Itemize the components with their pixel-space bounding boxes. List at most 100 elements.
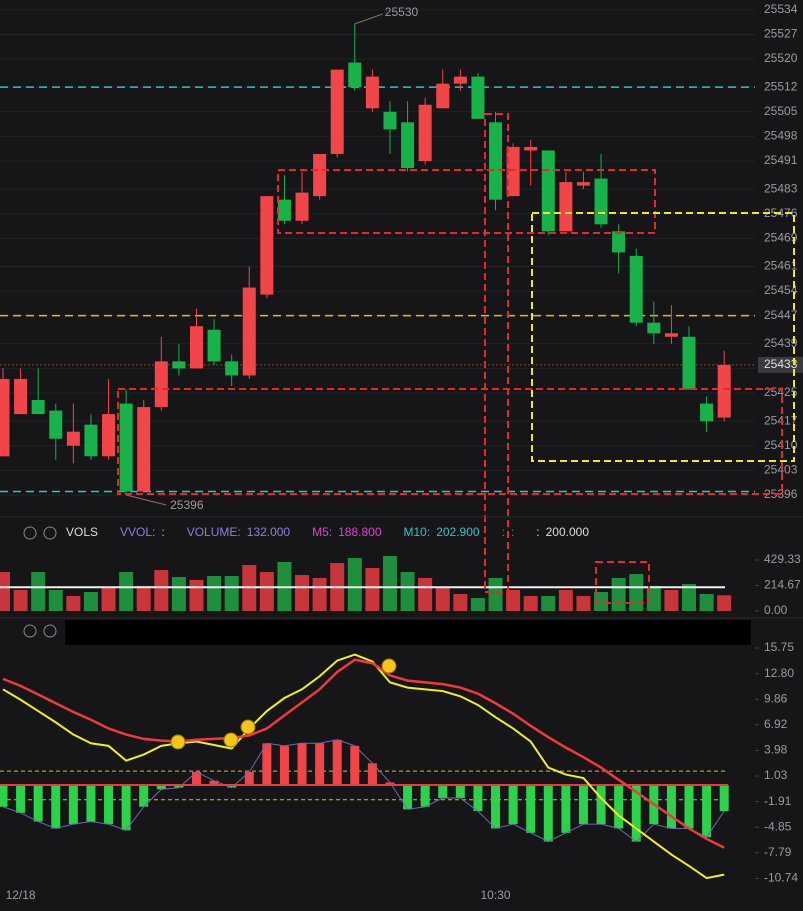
volume-bar bbox=[470, 598, 485, 611]
settings-icon[interactable] bbox=[23, 624, 37, 638]
y-tick-label: -1.91 bbox=[764, 794, 792, 808]
y-tick-label: -10.74 bbox=[764, 871, 798, 885]
volume-header-text: 202.900 bbox=[436, 525, 480, 539]
volume-bar bbox=[506, 589, 521, 611]
candle-body bbox=[84, 424, 98, 457]
volume-header-text: 188.800 bbox=[338, 525, 382, 539]
candle-body bbox=[277, 199, 291, 221]
y-tick-label: 25403 bbox=[764, 463, 798, 477]
macd-bar bbox=[702, 785, 712, 838]
candle-body bbox=[664, 333, 678, 337]
drawings bbox=[117, 113, 795, 604]
volume-bar bbox=[48, 589, 63, 611]
low-annotation: 25396 bbox=[170, 498, 204, 512]
y-tick-label: 25447 bbox=[764, 308, 798, 322]
volume-bar bbox=[207, 575, 222, 611]
macd-bar bbox=[227, 785, 237, 788]
drawn-box bbox=[595, 561, 650, 604]
y-tick-label: 9.86 bbox=[764, 691, 788, 705]
candle-body bbox=[137, 407, 151, 492]
volume-header-text: 200.000 bbox=[546, 525, 590, 539]
macd-bar bbox=[403, 785, 413, 810]
volume-bar bbox=[171, 577, 186, 611]
macd-bar bbox=[156, 785, 166, 790]
x-tick-label: 10:30 bbox=[481, 888, 511, 902]
macd-bar bbox=[16, 785, 26, 813]
last-price-label: 25433 bbox=[764, 357, 798, 371]
close-icon[interactable] bbox=[43, 526, 57, 540]
volume-bar bbox=[136, 585, 151, 611]
y-tick-label: 25461 bbox=[764, 259, 798, 273]
macd-bar bbox=[244, 771, 254, 786]
candle-body bbox=[154, 361, 168, 408]
volume-bar bbox=[83, 591, 98, 611]
candle-body bbox=[541, 150, 555, 232]
volume-bar bbox=[664, 589, 679, 611]
macd-bar bbox=[0, 785, 8, 807]
y-tick-label: 3.98 bbox=[764, 743, 788, 757]
volume-header-text: M10: bbox=[404, 525, 431, 539]
candle-body bbox=[207, 329, 221, 362]
macd-bar bbox=[684, 785, 694, 829]
volume-bar bbox=[365, 568, 380, 611]
candle-body bbox=[401, 122, 415, 169]
y-tick-label: 25483 bbox=[764, 181, 798, 195]
close-icon[interactable] bbox=[43, 624, 57, 638]
y-tick-label: -7.79 bbox=[764, 845, 792, 859]
volume-bar bbox=[576, 596, 591, 611]
macd-bar bbox=[297, 743, 307, 786]
volume-bar bbox=[119, 572, 134, 611]
candle-body bbox=[383, 111, 397, 130]
macd-bar bbox=[455, 785, 465, 799]
histogram-outline bbox=[2, 739, 725, 843]
candle-body bbox=[189, 326, 203, 369]
volume-bar bbox=[611, 577, 626, 611]
y-tick-label: 25498 bbox=[764, 129, 798, 143]
volume-bar bbox=[717, 595, 732, 611]
y-tick-label: 25505 bbox=[764, 104, 798, 118]
macd-line bbox=[2, 658, 725, 849]
volume-bar bbox=[13, 589, 28, 611]
emoji-icon bbox=[170, 734, 186, 750]
volume-title: VOLS bbox=[66, 525, 98, 539]
y-tick-label: 12.80 bbox=[764, 666, 794, 680]
volume-bar bbox=[347, 558, 362, 611]
volume-bar bbox=[682, 584, 697, 611]
volume-bar bbox=[382, 556, 397, 611]
candle-body bbox=[49, 410, 63, 439]
volume-header-text: : bbox=[161, 525, 164, 539]
volume-bar bbox=[259, 572, 274, 611]
macd-bar bbox=[315, 743, 325, 786]
y-tick-label: 0.00 bbox=[764, 603, 788, 617]
candle-body bbox=[594, 178, 608, 225]
y-tick-label: 25425 bbox=[764, 385, 798, 399]
y-tick-label: 25534 bbox=[764, 2, 798, 16]
candle-body bbox=[102, 414, 116, 457]
emoji-icon bbox=[240, 719, 256, 735]
volume-bar bbox=[453, 594, 468, 611]
volume-bar bbox=[189, 580, 204, 611]
macd-bar bbox=[385, 782, 395, 786]
candle-body bbox=[489, 122, 503, 200]
macd-bar bbox=[614, 785, 624, 829]
y-tick-label: 25439 bbox=[764, 336, 798, 350]
macd-bar bbox=[279, 745, 289, 786]
drawn-box bbox=[117, 388, 783, 495]
settings-icon[interactable] bbox=[23, 526, 37, 540]
drawn-box bbox=[484, 113, 509, 593]
volume-header-text: : bbox=[511, 525, 514, 539]
volume-header-text: VVOL: bbox=[120, 525, 155, 539]
candle-body bbox=[436, 83, 450, 109]
macd-bar bbox=[33, 785, 43, 822]
macd-bar bbox=[209, 780, 219, 786]
emoji-icon bbox=[381, 658, 397, 674]
candle-body bbox=[647, 322, 661, 334]
candle-body bbox=[629, 255, 643, 323]
candle-body bbox=[348, 62, 362, 88]
volume-bar bbox=[435, 587, 450, 611]
candle-body bbox=[471, 76, 485, 119]
candle-body bbox=[506, 146, 520, 197]
candle-body bbox=[242, 287, 256, 376]
